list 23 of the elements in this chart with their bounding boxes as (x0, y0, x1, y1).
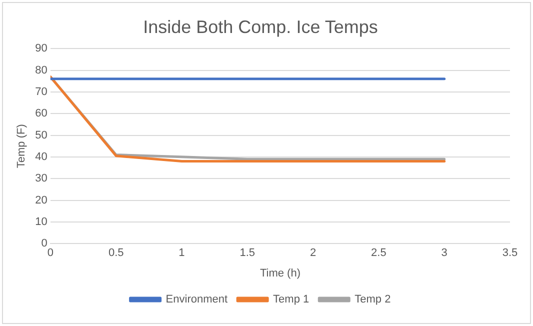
y-tick-label: 60 (35, 108, 48, 120)
legend-label: Temp 1 (273, 294, 310, 306)
y-tick-label: 10 (35, 216, 48, 228)
y-tick-label: 20 (35, 194, 48, 206)
x-axis-title: Time (h) (260, 267, 300, 280)
x-tick-label: 1.5 (240, 247, 256, 260)
x-tick-label: 2.5 (371, 247, 386, 260)
y-axis-title: Temp (F) (16, 124, 28, 168)
x-tick-label: 0.5 (108, 247, 124, 260)
x-tick-label: 3 (441, 247, 448, 260)
x-tick-label: 1 (178, 247, 185, 260)
chart-title: Inside Both Comp. Ice Temps (143, 16, 378, 37)
y-tick-label: 50 (35, 129, 48, 142)
y-tick-label: 90 (35, 42, 48, 55)
y-tick-label: 70 (35, 86, 48, 98)
y-tick-label: 0 (41, 238, 48, 250)
x-tick-label: 2 (310, 247, 316, 260)
y-tick-label: 30 (35, 172, 48, 185)
x-tick-label: 3.5 (502, 247, 518, 260)
y-tick-label: 40 (35, 150, 48, 163)
legend-label: Temp 2 (354, 294, 391, 306)
legend-label: Environment (166, 294, 228, 306)
y-tick-label: 80 (35, 64, 48, 76)
